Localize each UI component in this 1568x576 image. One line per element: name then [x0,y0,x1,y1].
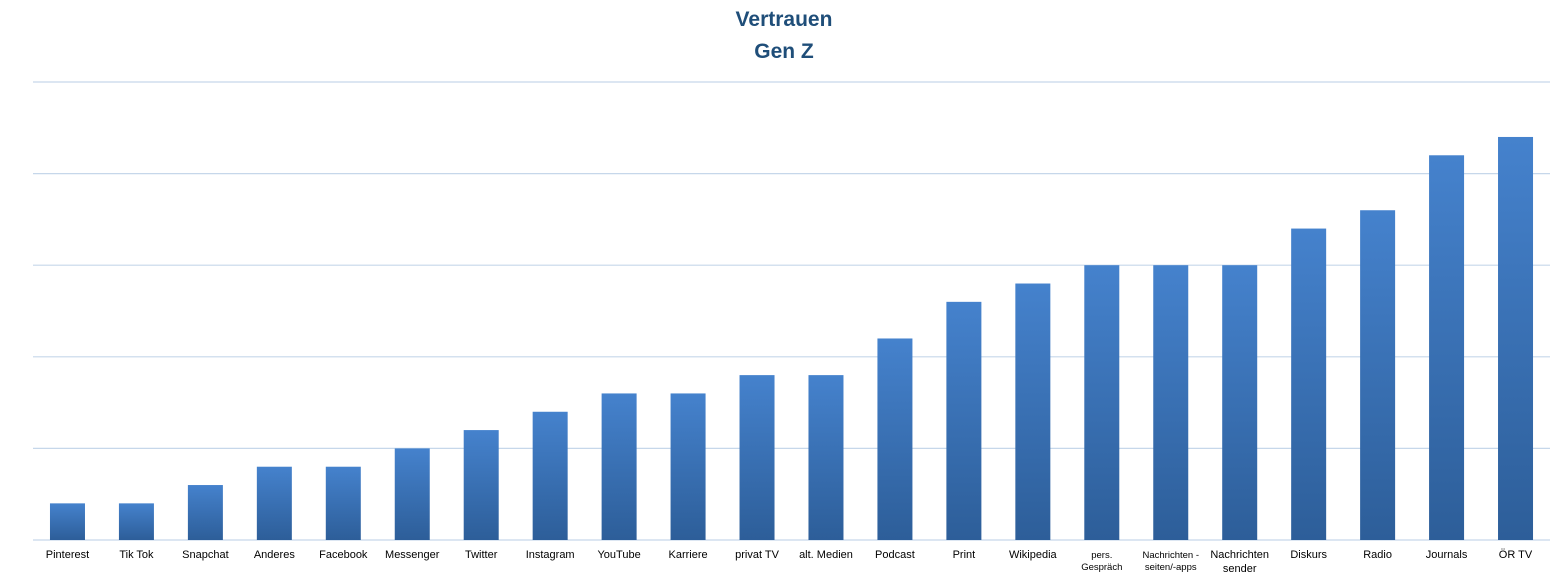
bar [670,393,706,540]
x-tick-label: Nachrichten [1210,549,1269,561]
x-axis-labels: Pinterest Tik Tok Snapchat Anderes Facebook M… [46,549,1533,575]
x-tick-label: Snapchat [182,549,228,561]
bar [739,375,775,540]
x-tick-label: privat TV [735,549,779,561]
x-tick-label: pers. [1091,550,1112,561]
bar [49,503,85,540]
x-tick-label: YouTube [597,549,640,561]
x-tick-label: Journals [1426,549,1468,561]
bar [187,485,223,540]
x-tick-label: Print [953,549,976,561]
chart-subtitle: Gen Z [754,40,814,63]
x-tick-label: Podcast [875,549,915,561]
chart-title: Vertrauen [735,8,833,31]
bar [601,393,637,540]
x-tick-label: seiten/-apps [1145,562,1197,573]
bar [877,338,913,540]
x-tick-label: Messenger [385,549,440,561]
x-tick-label: Twitter [465,549,498,561]
x-tick-label: Diskurs [1290,549,1327,561]
bar [1222,265,1258,540]
bar [1084,265,1120,540]
x-tick-label: ÖR TV [1499,549,1533,561]
bars [49,136,1534,541]
bar [463,430,499,540]
x-tick-label: Instagram [526,549,575,561]
x-tick-label: Facebook [319,549,368,561]
x-tick-label: Radio [1363,549,1392,561]
x-tick-label: Wikipedia [1009,549,1058,561]
bar [325,466,361,540]
x-tick-label: Gespräch [1081,562,1122,573]
bar [394,448,430,540]
x-tick-label: Nachrichten - [1143,550,1200,561]
x-tick-label: Anderes [254,549,295,561]
x-tick-label: Karriere [669,549,708,561]
bar [1015,283,1051,540]
bar [1498,136,1534,540]
bar [946,301,982,540]
bar [1291,228,1327,540]
x-tick-label: alt. Medien [799,549,853,561]
x-tick-label: sender [1223,563,1257,575]
bar [532,411,568,540]
x-tick-label: Pinterest [46,549,89,561]
x-tick-label: Tik Tok [119,549,154,561]
bar [118,503,154,540]
bar [808,375,844,540]
bar [1153,265,1189,540]
bar [256,466,292,540]
bar [1429,155,1465,540]
bar [1360,210,1396,541]
